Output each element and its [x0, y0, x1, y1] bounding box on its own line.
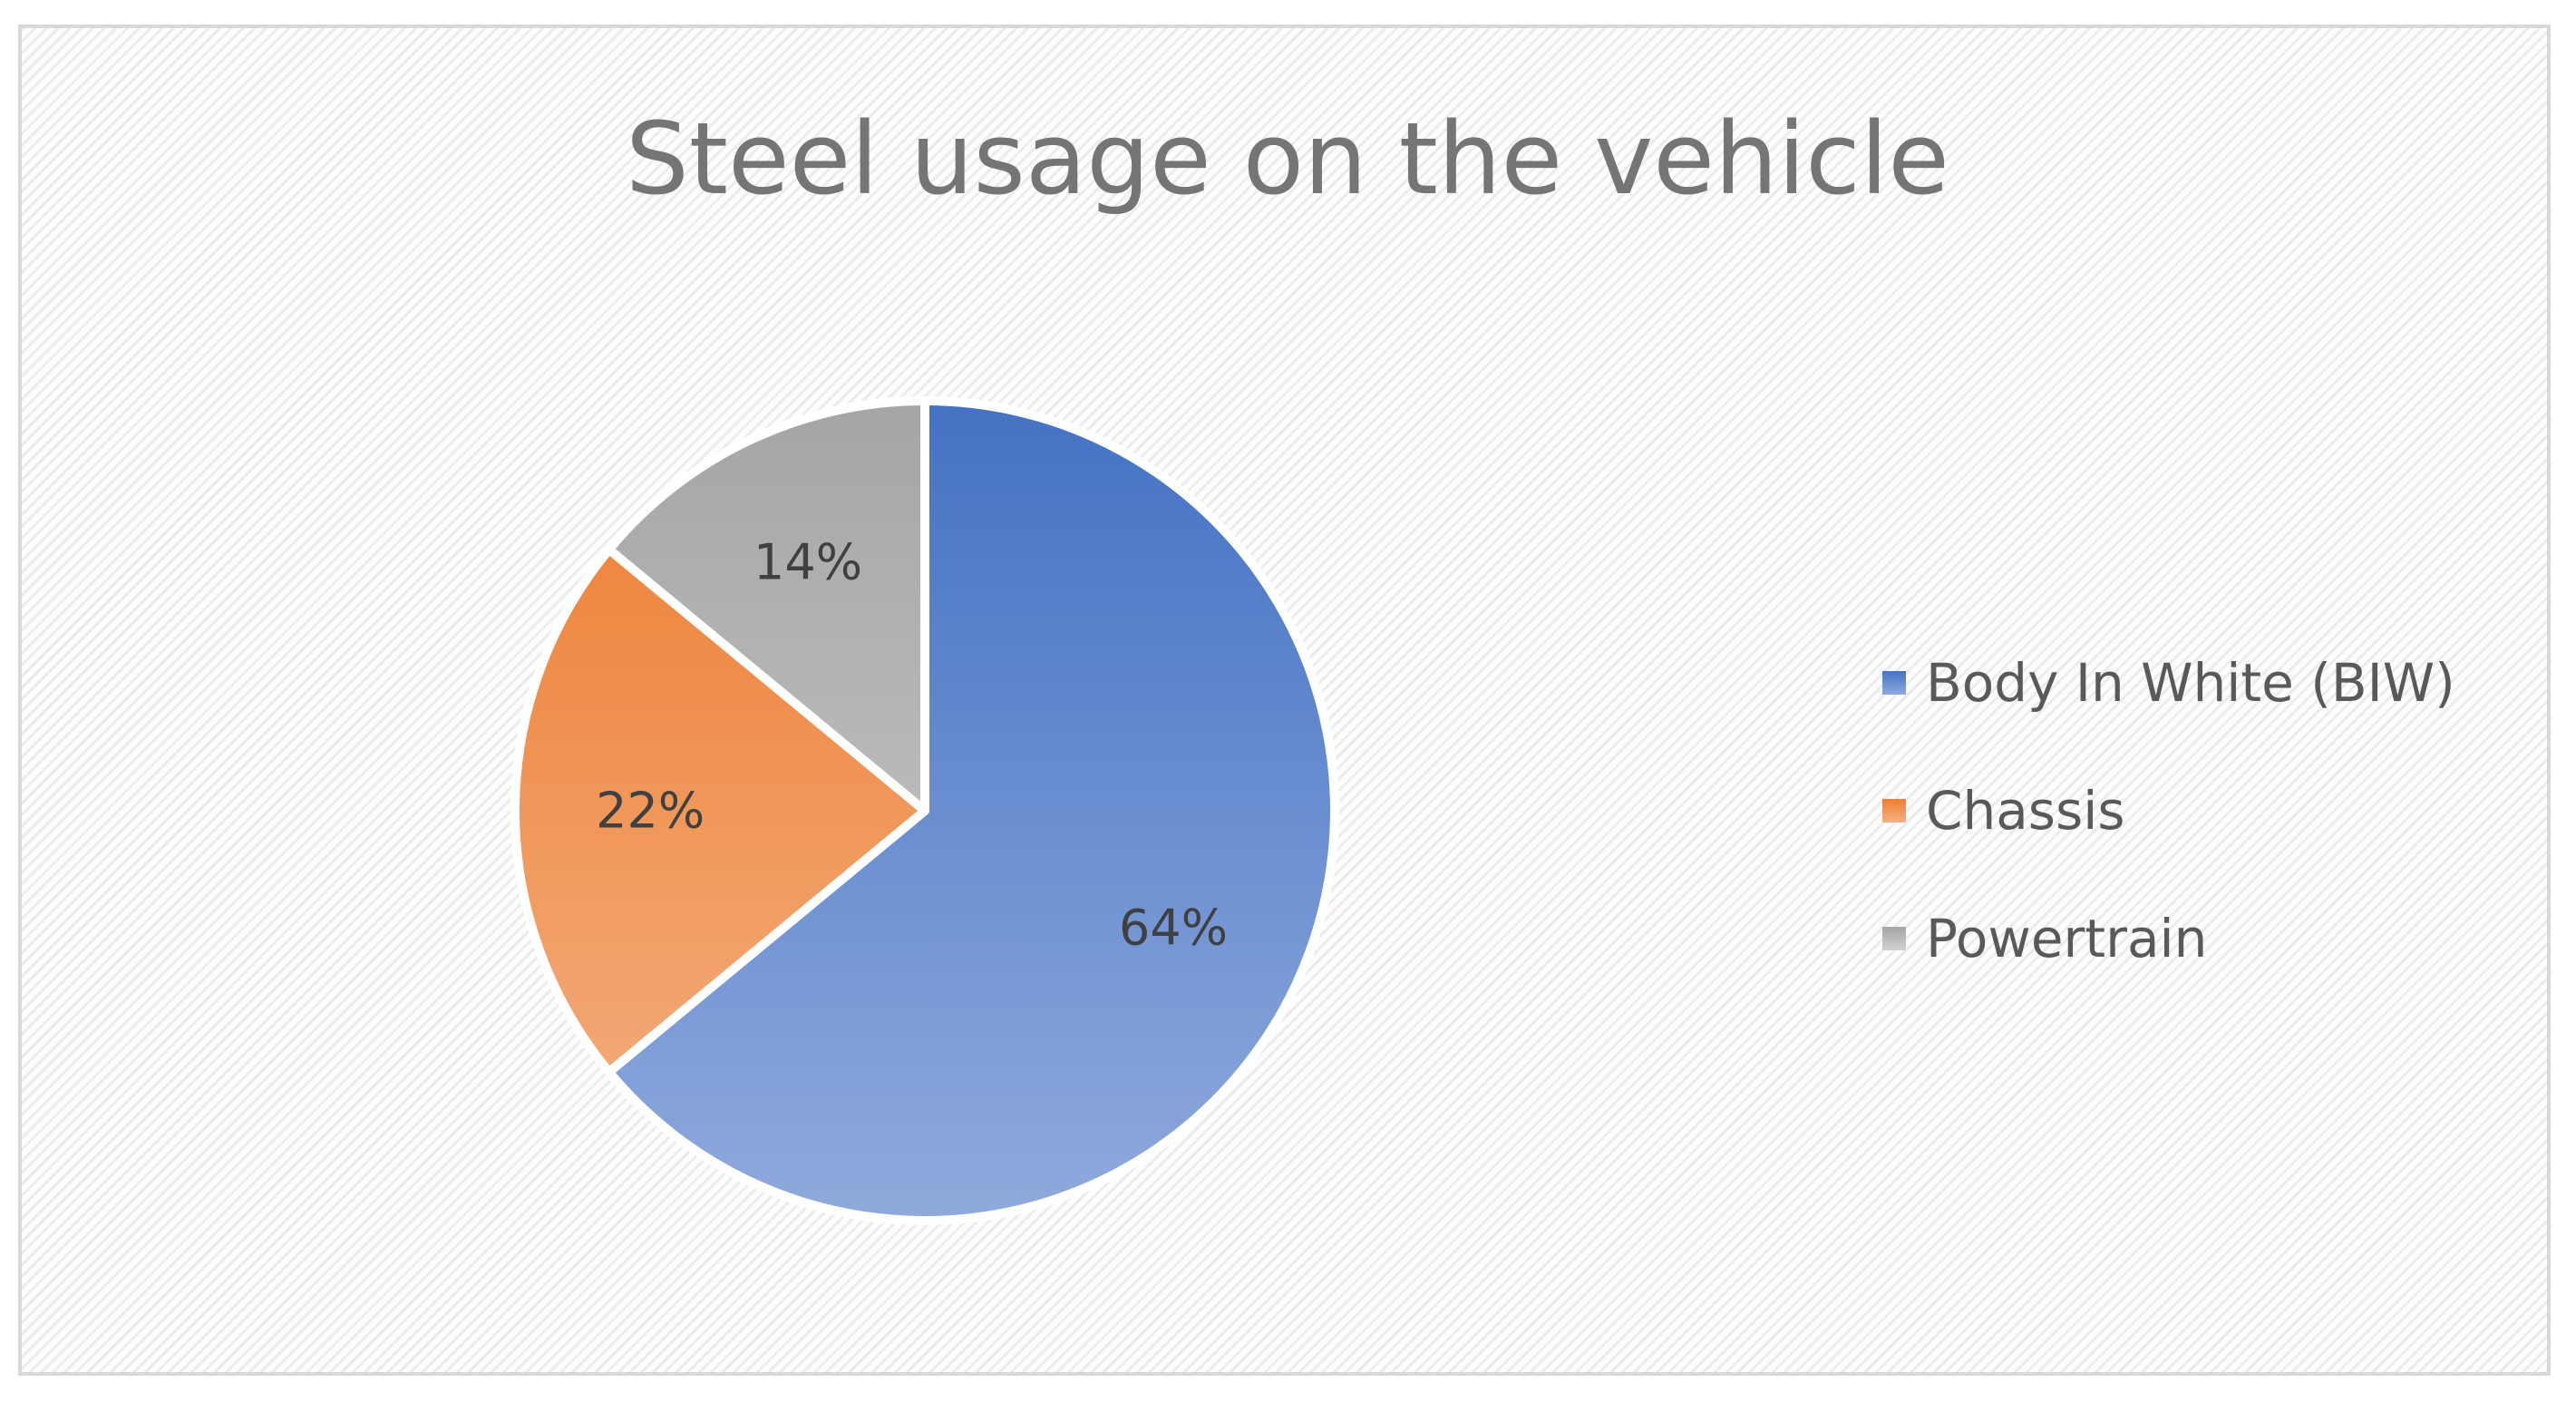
legend-item-powertrain: Powertrain: [1882, 908, 2207, 969]
data-label-body-in-white-biw: 64%: [1119, 899, 1228, 956]
legend-label-powertrain: Powertrain: [1926, 908, 2207, 969]
pie-slice-chassis: [510, 544, 929, 1077]
legend-swatch-powertrain: [1882, 927, 1906, 950]
legend-swatch-chassis: [1882, 799, 1906, 823]
pie-slice-powertrain: [604, 396, 929, 815]
pie-slices: [510, 396, 1339, 1225]
legend-label-chassis: Chassis: [1926, 780, 2125, 842]
legend-swatch-body-in-white-biw: [1882, 671, 1906, 695]
pie-slice-body-in-white-biw: [604, 396, 1339, 1225]
legend-item-body-in-white-biw: Body In White (BIW): [1882, 652, 2455, 714]
data-label-chassis: 22%: [596, 783, 705, 840]
pie-slice-labels: 64% 22% 14%: [596, 533, 1228, 956]
legend: Body In White (BIW) Chassis Powertrain: [1882, 652, 2455, 969]
legend-label-body-in-white-biw: Body In White (BIW): [1926, 652, 2455, 714]
data-label-powertrain: 14%: [753, 533, 862, 590]
legend-item-chassis: Chassis: [1882, 780, 2125, 842]
chart-title: Steel usage on the vehicle: [626, 101, 1949, 217]
